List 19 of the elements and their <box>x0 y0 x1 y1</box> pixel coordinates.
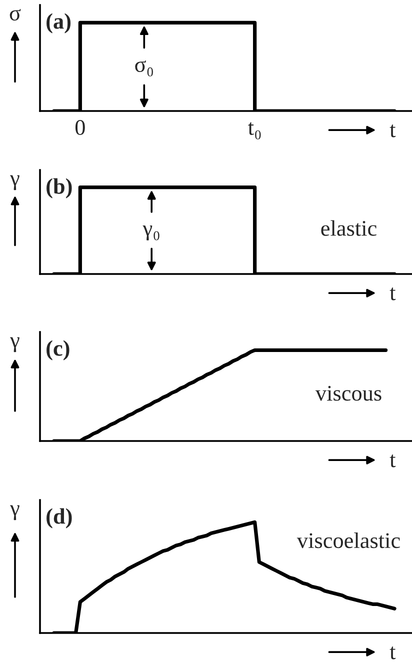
annotation: σ₀ <box>135 60 153 76</box>
annotation: viscous <box>315 386 382 401</box>
annotation: γ₀ <box>142 225 160 240</box>
y-axis-title: γ <box>10 175 20 190</box>
x-axis-title: t <box>390 454 396 468</box>
chart-title: (d) <box>46 508 72 528</box>
y-axis-title: γ <box>10 337 20 352</box>
y-axis-title: γ <box>10 505 20 520</box>
chart-title: (c) <box>46 340 70 360</box>
chart-title: (a) <box>46 13 71 34</box>
x-axis-title: t <box>390 288 396 300</box>
x-axis-title: t <box>390 124 396 138</box>
x-tick-label: t₀ <box>248 122 261 140</box>
y-axis-title: σ <box>10 9 21 21</box>
annotation: elastic <box>321 220 376 236</box>
chart-title: (b) <box>46 178 72 198</box>
x-tick-label: 0 <box>75 120 85 135</box>
x-axis-title: t <box>390 646 396 660</box>
annotation: viscoelastic <box>296 532 400 548</box>
